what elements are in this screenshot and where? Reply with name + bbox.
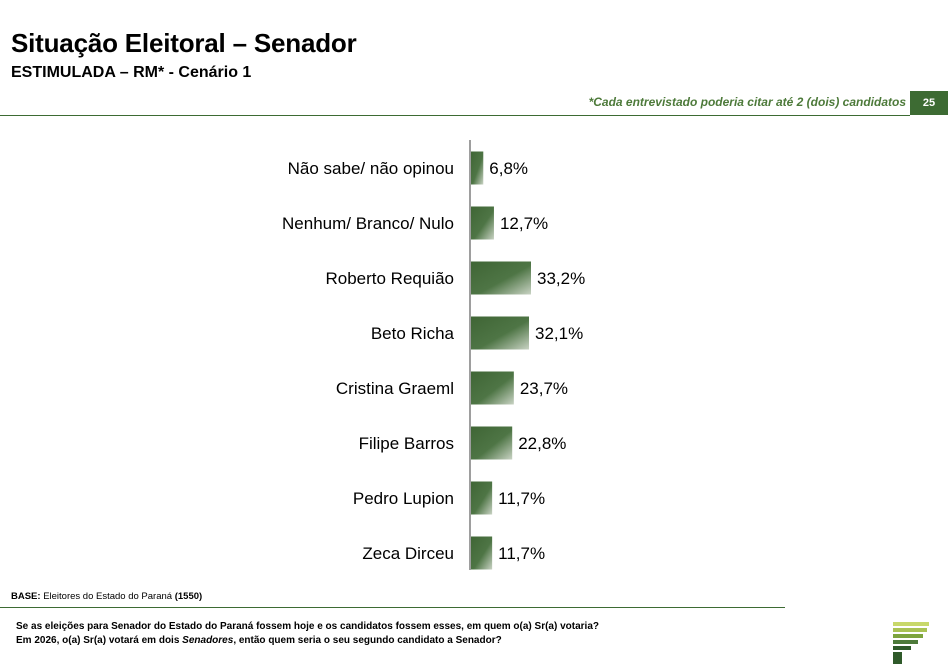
category-label: Zeca Dirceu <box>362 544 454 563</box>
value-label: 33,2% <box>537 269 585 288</box>
question-line-2-end: , então quem seria o seu segundo candida… <box>233 635 502 646</box>
value-label: 22,8% <box>518 434 566 453</box>
logo-stem <box>893 652 902 664</box>
bar-6 <box>471 481 493 515</box>
logo-stripe <box>893 640 918 644</box>
base-count: (1550) <box>174 591 203 602</box>
logo-stripe <box>893 634 923 638</box>
category-label: Nenhum/ Branco/ Nulo <box>282 214 454 233</box>
bars-group: Não sabe/ não opinou 6,8% Nenhum/ Branco/ … <box>282 151 585 570</box>
value-label: 32,1% <box>535 324 583 343</box>
base-text: Eleitores do Estado do Paraná <box>40 591 175 602</box>
category-label: Cristina Graeml <box>336 379 454 398</box>
value-label: 11,7% <box>498 544 545 563</box>
page-number-badge: 25 <box>910 91 948 115</box>
base-note: BASE: Eleitores do Estado do Paraná (155… <box>11 591 202 602</box>
value-label: 12,7% <box>500 214 548 233</box>
logo-stripe <box>893 646 911 650</box>
question-line-2: Em 2026, o(a) Sr(a) votará em dois Senad… <box>16 634 599 648</box>
category-label: Pedro Lupion <box>353 489 454 508</box>
value-label: 6,8% <box>489 159 528 178</box>
footer-divider <box>0 607 785 608</box>
logo-stripe <box>893 622 929 626</box>
bar-0 <box>471 151 484 185</box>
category-label: Filipe Barros <box>359 434 454 453</box>
page-title: Situação Eleitoral – Senador <box>11 28 357 58</box>
question-line-2-start: Em 2026, o(a) Sr(a) votará em dois <box>16 635 183 646</box>
value-label: 23,7% <box>520 379 568 398</box>
survey-question: Se as eleições para Senador do Estado do… <box>16 620 599 648</box>
question-line-2-emphasis: Senadores <box>182 635 234 646</box>
base-label: BASE: <box>11 591 41 602</box>
value-label: 11,7% <box>498 489 545 508</box>
category-label: Roberto Requião <box>325 269 454 288</box>
header-divider <box>0 115 910 116</box>
question-line-1: Se as eleições para Senador do Estado do… <box>16 621 599 632</box>
logo-stripe <box>893 628 927 632</box>
footnote-note: *Cada entrevistado poderia citar até 2 (… <box>588 95 906 109</box>
page-subtitle: ESTIMULADA – RM* - Cenário 1 <box>11 64 252 81</box>
category-label: Beto Richa <box>371 324 455 343</box>
bar-4 <box>471 371 514 405</box>
category-label: Não sabe/ não opinou <box>288 159 454 178</box>
bar-5 <box>471 426 513 460</box>
bar-3 <box>471 316 530 350</box>
bar-chart: Não sabe/ não opinou 6,8% Nenhum/ Branco/ … <box>282 140 585 570</box>
stacked-bars-logo-icon <box>893 622 929 664</box>
bar-2 <box>471 261 531 295</box>
bar-1 <box>471 206 494 240</box>
bar-7 <box>471 536 493 570</box>
